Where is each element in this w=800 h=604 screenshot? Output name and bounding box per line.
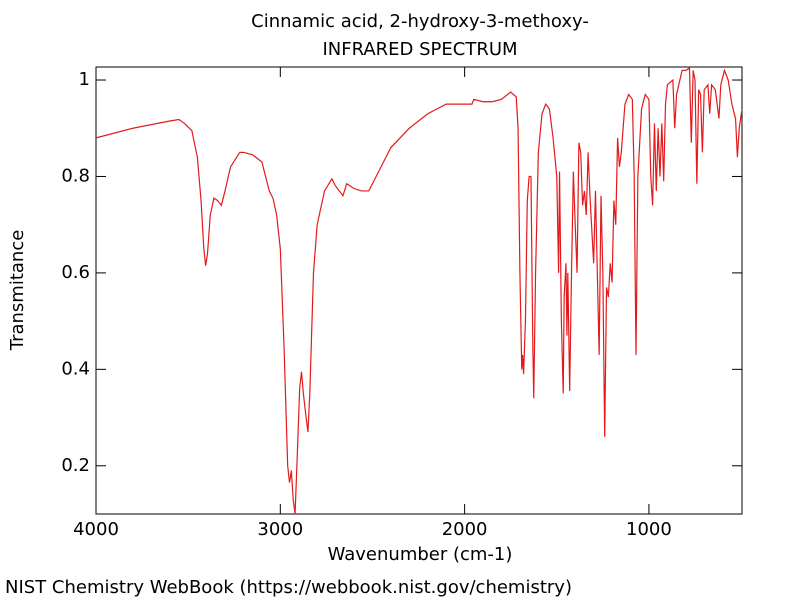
y-axis-label: Transmitance (7, 230, 28, 352)
y-tick-label: 0.6 (61, 262, 90, 283)
x-tick-label: 1000 (626, 519, 672, 540)
y-tick-label: 0.2 (61, 455, 90, 476)
chart-subtitle: INFRARED SPECTRUM (322, 39, 517, 60)
spectrum-line (95, 66, 743, 515)
y-tick-label: 0.8 (61, 165, 90, 186)
x-tick-label: 3000 (257, 519, 303, 540)
x-tick-label: 2000 (442, 519, 488, 540)
plot-frame (95, 66, 743, 515)
x-axis-label: Wavenumber (cm-1) (328, 544, 513, 565)
y-tick-label: 0.4 (61, 358, 90, 379)
x-tick-label: 4000 (73, 519, 119, 540)
y-tick-label: 1 (79, 69, 90, 90)
footer: NIST Chemistry WebBook (https://webbook.… (5, 577, 572, 598)
chart-title: Cinnamic acid, 2-hydroxy-3-methoxy- (251, 11, 589, 32)
